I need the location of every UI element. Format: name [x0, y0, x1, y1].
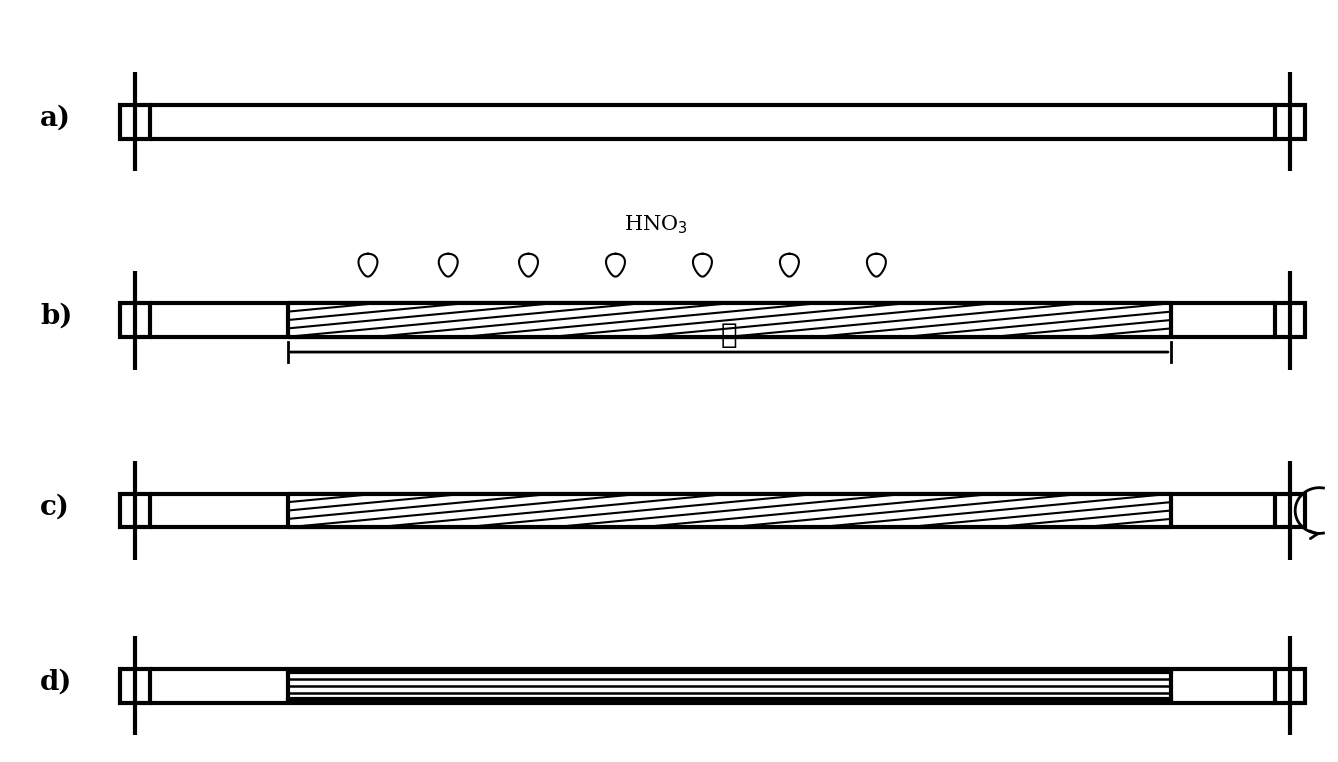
Bar — [120, 303, 150, 337]
Bar — [1275, 669, 1305, 703]
Polygon shape — [359, 254, 377, 277]
Text: HNO$_3$: HNO$_3$ — [624, 213, 688, 236]
Bar — [288, 672, 1171, 700]
Polygon shape — [606, 254, 625, 277]
Text: a): a) — [40, 104, 71, 132]
Bar — [1275, 105, 1305, 139]
Text: b): b) — [40, 303, 72, 330]
Bar — [1275, 494, 1305, 527]
Bar — [1275, 303, 1305, 337]
Bar — [120, 494, 150, 527]
Bar — [120, 669, 150, 703]
Polygon shape — [693, 254, 712, 277]
Polygon shape — [519, 254, 538, 277]
Text: d): d) — [40, 668, 72, 696]
Bar — [288, 494, 1171, 527]
Polygon shape — [780, 254, 799, 277]
Text: ℓ: ℓ — [721, 322, 737, 349]
Polygon shape — [867, 254, 886, 277]
Polygon shape — [439, 254, 458, 277]
Bar — [288, 303, 1171, 337]
Text: c): c) — [40, 493, 70, 520]
Bar — [120, 105, 150, 139]
